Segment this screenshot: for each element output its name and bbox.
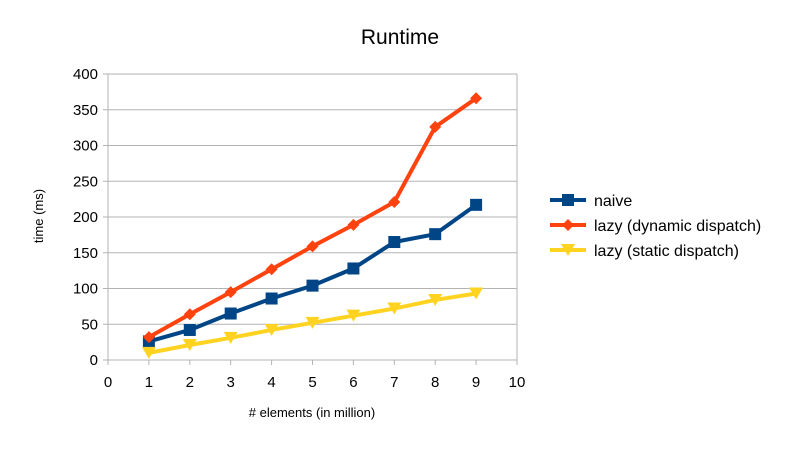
data-point [182, 338, 197, 351]
y-tick-label: 200 [73, 209, 98, 226]
data-point [305, 316, 320, 329]
legend-label: lazy (dynamic dispatch) [594, 218, 761, 235]
data-point [469, 287, 484, 300]
axes [103, 73, 518, 365]
data-point [470, 198, 483, 211]
x-tick-label: 4 [267, 374, 275, 391]
y-tick-label: 250 [73, 173, 98, 190]
x-tick-label: 3 [227, 374, 235, 391]
data-point [141, 346, 156, 359]
y-tick-label: 50 [81, 316, 98, 333]
data-point [265, 292, 278, 305]
y-tick-label: 150 [73, 245, 98, 262]
legend-swatch-marker [562, 219, 574, 231]
data-point [346, 309, 361, 322]
x-tick-label: 6 [349, 374, 357, 391]
data-point [223, 331, 238, 344]
grid-lines [108, 73, 517, 361]
y-tick-label: 350 [73, 102, 98, 119]
data-point [142, 331, 155, 344]
legend-item: naive [550, 193, 632, 210]
y-tick-label: 400 [73, 66, 98, 83]
y-axis-title: time (ms) [31, 189, 46, 243]
chart-title: Runtime [361, 26, 439, 49]
data-point [347, 262, 360, 275]
legend-swatch-marker [562, 194, 574, 206]
data-point [429, 120, 442, 133]
x-tick-label: 0 [104, 374, 112, 391]
series-2 [142, 92, 483, 344]
x-tick-label: 10 [509, 374, 526, 391]
series-3 [141, 287, 484, 359]
data-point [183, 323, 196, 336]
y-tick-label: 300 [73, 138, 98, 155]
x-tick-labels: 0 1 2 3 4 5 6 7 8 9 10 [104, 374, 526, 391]
x-tick-label: 9 [472, 374, 480, 391]
data-point [183, 308, 196, 321]
data-point [388, 236, 401, 249]
x-tick-label: 7 [390, 374, 398, 391]
legend-label: naive [594, 193, 632, 210]
data-point [387, 302, 402, 315]
data-point [224, 307, 237, 320]
data-point [470, 92, 483, 105]
legend-item: lazy (dynamic dispatch) [550, 218, 761, 235]
data-point [264, 323, 279, 336]
data-point [428, 293, 443, 306]
x-tick-label: 5 [308, 374, 316, 391]
x-axis-title: # elements (in million) [249, 405, 375, 420]
data-point [306, 279, 319, 292]
legend-label: lazy (static dispatch) [594, 243, 739, 260]
data-point [429, 228, 442, 241]
x-tick-label: 2 [186, 374, 194, 391]
y-tick-label: 0 [90, 352, 98, 369]
data-point [224, 286, 237, 299]
x-tick-label: 8 [431, 374, 439, 391]
legend-item: lazy (static dispatch) [550, 243, 739, 260]
legend: naive lazy (dynamic dispatch) lazy (static… [550, 193, 761, 260]
legend-swatch-marker [561, 244, 575, 256]
y-tick-label: 100 [73, 281, 98, 298]
data-point [347, 218, 360, 231]
series-layer [141, 92, 484, 359]
y-tick-labels: 0 50 100 150 200 250 300 350 400 [73, 66, 98, 369]
x-tick-label: 1 [145, 374, 153, 391]
data-point [306, 240, 319, 253]
data-point [265, 263, 278, 276]
data-point [388, 195, 401, 208]
